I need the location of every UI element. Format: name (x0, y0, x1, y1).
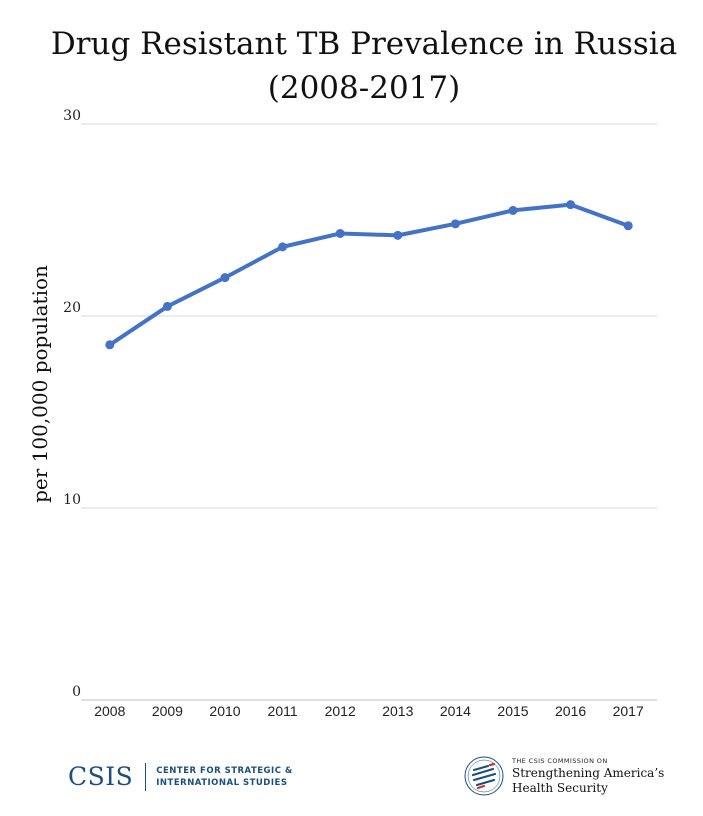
y-tick-label: 30 (63, 108, 81, 124)
data-point-2009 (162, 301, 172, 311)
commission-logo-block: THE CSIS COMMISSION ON Strengthening Ame… (464, 754, 664, 798)
data-point-2017 (623, 221, 633, 231)
commission-line3: Health Security (512, 780, 608, 795)
data-point-2013 (393, 230, 403, 240)
series-layer (105, 200, 633, 350)
x-tick-label: 2010 (209, 703, 240, 719)
x-tick-label: 2012 (325, 703, 356, 719)
commission-text: THE CSIS COMMISSION ON Strengthening Ame… (512, 757, 664, 796)
y-tick-labels: 0 10 20 30 (63, 108, 81, 700)
chart-title: Drug Resistant TB Prevalence in Russia (50, 26, 678, 62)
data-point-2015 (508, 205, 518, 215)
y-tick-label: 0 (72, 684, 81, 700)
line-chart: 0 10 20 30 2008 2009 2010 2011 2012 2013 2014 2015… (63, 108, 657, 719)
data-point-2014 (450, 219, 460, 229)
x-tick-label: 2015 (497, 703, 528, 719)
csis-name-line1: CENTER FOR STRATEGIC & (156, 766, 293, 776)
x-tick-label: 2017 (613, 703, 644, 719)
csis-name: CENTER FOR STRATEGIC & INTERNATIONAL STU… (156, 765, 293, 789)
y-tick-label: 20 (63, 300, 81, 316)
chart-title-block: Drug Resistant TB Prevalence in Russia (… (0, 22, 703, 110)
x-tick-label: 2013 (382, 703, 413, 719)
x-tick-label: 2009 (152, 703, 183, 719)
x-tick-label: 2014 (440, 703, 471, 719)
series-line (107, 202, 631, 347)
commission-line2: Strengthening America’s (512, 765, 665, 780)
x-tick-label: 2008 (94, 703, 125, 719)
commission-line1: THE CSIS COMMISSION ON (512, 756, 608, 765)
csis-logo: CSIS (68, 762, 134, 791)
data-point-2011 (278, 242, 288, 252)
data-point-2008 (105, 340, 115, 350)
csis-name-line2: INTERNATIONAL STUDIES (156, 778, 288, 788)
data-point-2010 (220, 273, 230, 283)
x-tick-label: 2016 (555, 703, 586, 719)
commission-seal-icon (464, 756, 504, 796)
y-tick-label: 10 (63, 492, 81, 508)
data-point-2016 (566, 200, 576, 210)
gridlines (81, 123, 657, 701)
csis-logo-block: CSIS CENTER FOR STRATEGIC & INTERNATIONA… (68, 760, 293, 794)
y-axis-title: per 100,000 population (28, 265, 52, 503)
chart-subtitle: (2008-2017) (267, 70, 461, 106)
x-tick-labels: 2008 2009 2010 2011 2012 2013 2014 2015 2016 2017 (94, 703, 644, 719)
data-point-2012 (335, 228, 345, 238)
logo-divider (145, 763, 147, 791)
x-tick-label: 2011 (268, 703, 298, 719)
